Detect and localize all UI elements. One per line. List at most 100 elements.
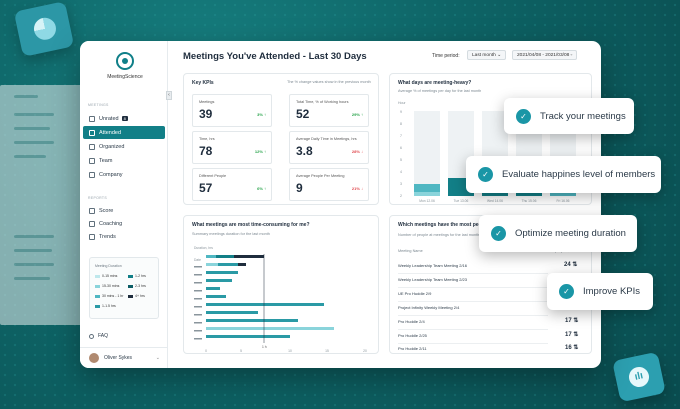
legend-item: 1-1.5 hrs xyxy=(95,304,116,308)
day-column xyxy=(414,111,440,196)
row-tick xyxy=(194,298,202,300)
user-name: Oliver Sykes xyxy=(104,355,133,361)
sidebar-item-coaching[interactable]: Coaching xyxy=(83,217,165,230)
row-divider xyxy=(398,301,548,302)
x-tick: Thu 15.06 xyxy=(522,199,537,203)
sidebar-item-score[interactable]: Score xyxy=(83,204,165,217)
duration-bar xyxy=(234,255,264,258)
unrated-count-badge: 8 xyxy=(121,116,128,121)
duration-bar xyxy=(206,271,238,274)
coaching-icon xyxy=(89,220,95,227)
meeting-name: Project Infinity Weekly Meeting 2/4 xyxy=(398,305,460,310)
building-icon xyxy=(89,171,95,178)
logo-icon[interactable] xyxy=(116,52,134,70)
duration-bar xyxy=(216,255,234,258)
duration-bar xyxy=(206,327,334,330)
row-tick xyxy=(194,338,202,340)
x-tick: Tue 13.06 xyxy=(454,199,469,203)
row-divider xyxy=(398,287,548,288)
meeting-name: Pro Huddle 2/11 xyxy=(398,346,427,351)
reports-section-header: REPORTS xyxy=(88,196,107,200)
time-period-label: Time period: xyxy=(432,53,460,59)
duration-bar xyxy=(206,319,298,322)
kpi-different-people: Different People 57 6% ↑ xyxy=(192,168,272,201)
duration-bar xyxy=(206,335,290,338)
people-count: 17 ⇅ xyxy=(565,332,579,338)
y-tick: 8 xyxy=(400,122,402,126)
row-tick xyxy=(194,322,202,324)
duration-bar xyxy=(238,263,246,266)
consuming-title: What meetings are most time-consuming fo… xyxy=(192,222,310,228)
trends-icon xyxy=(89,233,95,240)
row-tick xyxy=(194,266,202,268)
consuming-subtitle: Summary meetings duration for the last m… xyxy=(192,232,270,236)
meeting-duration-legend: Meeting Duration 0-15 mins 1-2 hrs 15-30… xyxy=(89,257,159,319)
score-icon xyxy=(89,207,95,214)
meeting-name: Pro Huddle 2/25 xyxy=(398,333,427,338)
kpi-avg-daily-time: Average Daily Time in Meetings, hrs 3.8 28… xyxy=(289,131,369,164)
period-select[interactable]: Last month ⌄ xyxy=(467,50,507,60)
kpi-avg-people: Average People Per Meeting 9 21% ↓ xyxy=(289,168,369,201)
sidebar-item-unrated[interactable]: Unrated 8 xyxy=(83,112,165,125)
column-header-meeting: Meeting Name xyxy=(398,249,423,253)
row-tick xyxy=(194,330,202,332)
kpi-meetings: Meetings 39 3% ↑ xyxy=(192,94,272,127)
avatar xyxy=(89,353,99,363)
people-count: 24 ⇅ xyxy=(564,262,578,268)
callout-track: ✓ Track your meetings xyxy=(504,98,634,134)
calendar-icon xyxy=(89,143,95,150)
date-range-input[interactable]: 2021/04/08 - 2021/03/08 ▫ xyxy=(512,50,578,60)
callout-evaluate: ✓ Evaluate happines level of members xyxy=(466,156,661,193)
heavy-title: What days are meeting-heavy? xyxy=(398,80,472,86)
row-tick xyxy=(194,290,202,292)
day-bar xyxy=(414,192,440,196)
user-menu[interactable]: Oliver Sykes ⌄ xyxy=(80,347,168,368)
x-tick: 10 xyxy=(288,349,292,353)
star-icon xyxy=(89,115,95,122)
y-axis-label: Hour xyxy=(398,101,406,105)
meetings-section-header: MEETINGS xyxy=(88,103,109,107)
collapse-sidebar-button[interactable]: ‹ xyxy=(166,91,172,100)
people-count: 16 ⇅ xyxy=(565,345,579,351)
x-tick: 15 xyxy=(325,349,329,353)
y-tick: 9 xyxy=(400,110,402,114)
page-title: Meetings You've Attended - Last 30 Days xyxy=(183,51,367,62)
sidebar-item-organized[interactable]: Organized xyxy=(83,140,165,153)
duration-bar xyxy=(206,303,324,306)
x-tick: Fri 16.06 xyxy=(556,199,569,203)
row-label: Date xyxy=(194,258,201,262)
sidebar-item-company[interactable]: Company xyxy=(83,168,165,181)
y-tick: 6 xyxy=(400,146,402,150)
meeting-name: Pro Huddle 2/4 xyxy=(398,319,425,324)
x-tick: 0 xyxy=(205,349,207,353)
row-divider xyxy=(398,329,548,330)
kpi-total-time: Total Time, % of Working hours 52 29% ↑ xyxy=(289,94,369,127)
app-window: MeetingScience ‹ MEETINGS Unrated 8 Atten… xyxy=(80,41,601,368)
sidebar-item-team[interactable]: Team xyxy=(83,154,165,167)
faq-link[interactable]: FAQ xyxy=(89,333,108,339)
row-tick xyxy=(194,282,202,284)
kpis-subtitle: The % change values show in the previous… xyxy=(287,80,371,84)
duration-bar xyxy=(206,287,220,290)
sidebar-item-attended[interactable]: Attended xyxy=(83,126,165,139)
y-tick: 3 xyxy=(400,182,402,186)
chevron-down-icon: ⌄ xyxy=(155,355,160,361)
duration-bar xyxy=(218,263,238,266)
heavy-subtitle: Average % of meetings per day for the la… xyxy=(398,89,482,93)
check-icon xyxy=(89,129,95,136)
row-tick xyxy=(194,314,202,316)
legend-item: 2-3 hrs xyxy=(128,284,146,288)
sidebar-item-trends[interactable]: Trends xyxy=(83,230,165,243)
x-tick: 5 xyxy=(240,349,242,353)
meeting-name: UE Pro Huddle 2/9 xyxy=(398,291,432,296)
logo-text: MeetingScience xyxy=(107,74,143,80)
legend-item: 1-2 hrs xyxy=(128,274,146,278)
checkmark-icon: ✓ xyxy=(478,167,493,182)
x-tick: Wed 14.06 xyxy=(487,199,503,203)
y-tick: 2 xyxy=(400,194,402,198)
duration-chart: Duration, hrs Date xyxy=(194,246,367,353)
legend-item: 15-30 mins xyxy=(95,284,119,288)
duration-bar xyxy=(206,311,258,314)
checkmark-icon: ✓ xyxy=(559,284,574,299)
people-count: 17 ⇅ xyxy=(565,318,579,324)
